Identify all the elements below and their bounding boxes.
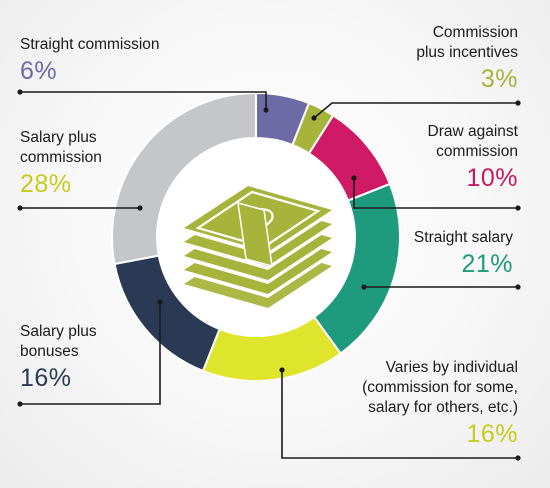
label-percent: 10% [466, 164, 518, 192]
label-straight-commission: Straight commission 6% [20, 35, 160, 86]
leader-varies-by-individual [281, 370, 518, 459]
leader-commission-plus-incentives [313, 102, 518, 119]
label-name: Salary plus [20, 129, 97, 146]
label-percent: 28% [20, 170, 72, 198]
leader-straight-salary-dot [361, 284, 367, 290]
label-salary-plus-bonuses: Salary plus bonuses 16% [20, 322, 97, 393]
label-percent: 3% [480, 65, 518, 93]
label-varies-by-individual: Varies by individual (commission for som… [362, 358, 518, 449]
label-percent: 21% [461, 250, 513, 278]
leader-salary-plus-commission-dot [137, 205, 143, 211]
label-name: Commission [432, 24, 518, 41]
label-percent: 6% [20, 57, 58, 85]
label-draw-against-commission: Draw against commission 10% [428, 122, 518, 193]
money-stack-icon [184, 186, 332, 308]
label-name: (commission for some, [362, 379, 518, 396]
label-name: Straight commission [20, 36, 160, 53]
leader-straight-commission-dot [263, 107, 269, 113]
label-name: Straight salary [413, 229, 513, 246]
label-percent: 16% [20, 364, 72, 392]
leader-salary-plus-bonuses-dot [157, 299, 163, 305]
leader-salary-plus-commission-dot [17, 205, 23, 211]
leader-lines [17, 89, 521, 461]
leader-commission-plus-incentives-dot [311, 115, 317, 121]
label-name: Salary plus [20, 323, 97, 340]
leader-draw-against-commission-dot [351, 175, 357, 181]
leader-salary-plus-bonuses-dot [17, 401, 23, 407]
label-name: Draw against [427, 123, 518, 140]
label-name: commission [436, 143, 518, 160]
label-name: commission [20, 149, 102, 166]
label-name: bonuses [20, 343, 79, 360]
leader-straight-commission [20, 91, 267, 110]
label-name: salary for others, etc.) [368, 399, 518, 416]
leader-draw-against-commission-dot [515, 205, 521, 211]
label-percent: 16% [466, 420, 518, 448]
label-name: plus incentives [416, 44, 518, 61]
leader-straight-commission-dot [17, 89, 23, 95]
leader-commission-plus-incentives-dot [515, 100, 521, 106]
label-straight-salary: Straight salary 21% [414, 228, 513, 279]
leader-draw-against-commission [353, 178, 518, 209]
leader-salary-plus-bonuses [20, 302, 161, 405]
label-name: Varies by individual [385, 359, 518, 376]
leader-varies-by-individual-dot [515, 455, 521, 461]
leader-straight-salary-dot [515, 284, 521, 290]
leader-varies-by-individual-dot [279, 367, 285, 373]
label-commission-plus-incentives: Commission plus incentives 3% [416, 23, 518, 94]
label-salary-plus-commission: Salary plus commission 28% [20, 128, 102, 199]
